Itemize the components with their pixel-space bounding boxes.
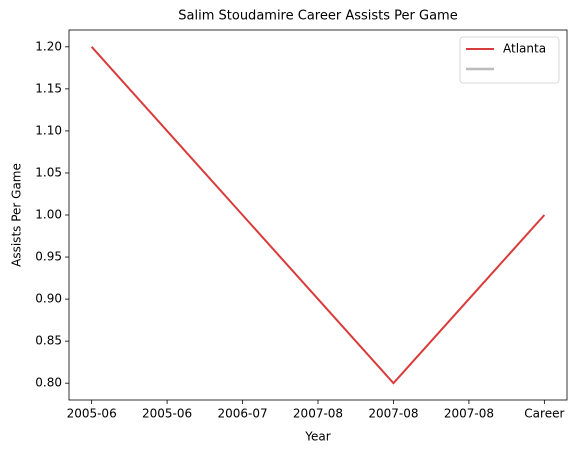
x-tick-label: 2005-06 [142, 407, 192, 421]
y-axis-label: Assists Per Game [10, 163, 24, 267]
y-tick-label: 0.85 [35, 334, 62, 348]
y-tick-label: 1.10 [35, 123, 62, 137]
x-tick-label: 2006-07 [217, 407, 267, 421]
y-tick-label: 0.90 [35, 292, 62, 306]
y-tick-label: 1.20 [35, 39, 62, 53]
chart-title: Salim Stoudamire Career Assists Per Game [178, 9, 457, 24]
x-tick-label: Career [524, 407, 564, 421]
y-tick-label: 1.15 [35, 81, 62, 95]
y-tick-label: 0.95 [35, 250, 62, 264]
line-series [90, 46, 546, 385]
legend-label: Atlanta [503, 42, 546, 56]
x-tick-label: 2007-08 [444, 407, 494, 421]
y-tick-label: 1.05 [35, 165, 62, 179]
x-tick-label: 2007-08 [368, 407, 418, 421]
y-tick-label: 1.00 [35, 208, 62, 222]
plot-frame [68, 29, 568, 401]
y-tick-label: 0.80 [35, 376, 62, 390]
x-tick-label: 2005-06 [67, 407, 117, 421]
x-axis-label: Year [304, 430, 330, 444]
x-tick-label: 2007-08 [293, 407, 343, 421]
